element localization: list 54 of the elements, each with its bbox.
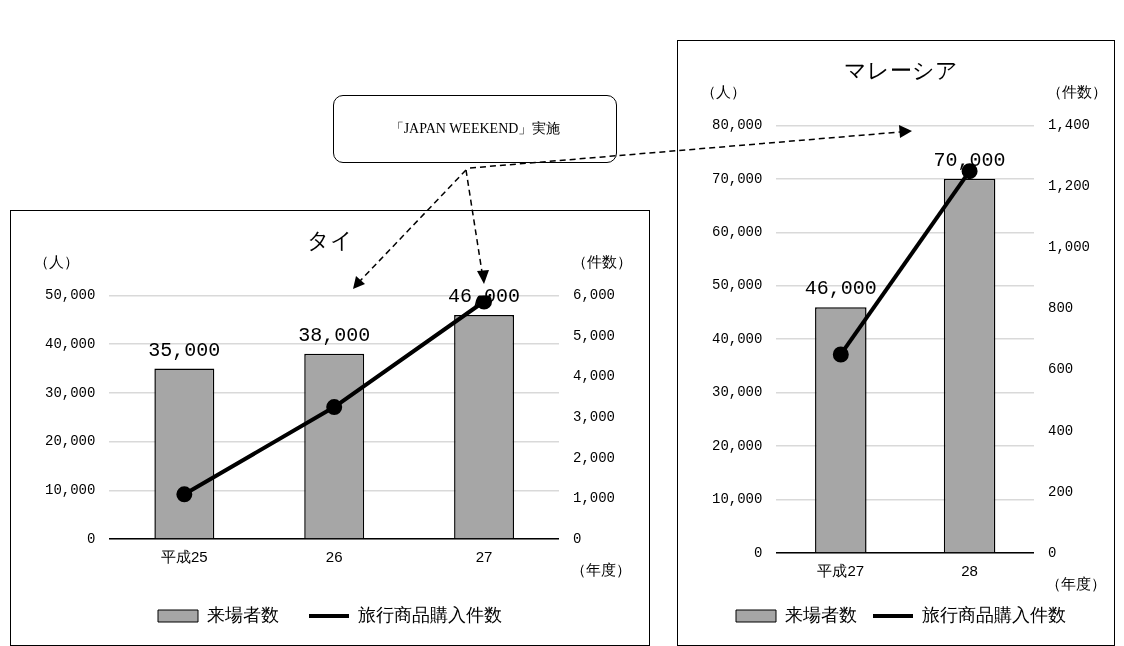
chart-title: マレーシア [844,58,958,84]
data-label: 46,000 [804,277,877,301]
y2-tick-label: 4,000 [572,368,616,385]
y-tick-label: 10,000 [711,491,763,508]
legend-label: 旅行商品購入件数 [358,604,502,625]
y2-axis-title: （件数） [572,253,632,272]
y2-tick-label: 1,400 [1047,117,1091,134]
x-tick-label: 28 [961,562,978,580]
y2-tick-label: 1,200 [1047,178,1091,195]
y-axis-title: （人） [700,83,746,102]
y-tick-label: 10,000 [44,481,96,498]
y2-tick-label: 0 [572,530,582,547]
y-tick-label: 40,000 [44,335,96,352]
y-tick-label: 20,000 [44,433,96,450]
x-tick-label: 27 [475,548,493,566]
y2-tick-label: 5,000 [572,327,616,344]
y2-tick-label: 1,000 [1047,239,1091,256]
y2-tick-label: 1,000 [572,490,616,507]
y2-tick-label: 600 [1047,361,1074,378]
data-label: 35,000 [148,338,221,362]
y-tick-label: 0 [754,544,763,561]
y2-tick-label: 400 [1047,422,1074,439]
chart-title: タイ [307,228,353,254]
y-axis-title: （人） [33,253,79,272]
y-tick-label: 0 [87,530,96,547]
y-tick-label: 50,000 [711,277,763,294]
y2-tick-label: 0 [1047,544,1057,561]
y-tick-label: 70,000 [711,170,763,187]
y-tick-label: 80,000 [711,117,763,134]
y2-tick-label: 800 [1047,300,1074,317]
x-tick-label: 26 [325,548,343,566]
y2-tick-label: 2,000 [572,449,616,466]
legend-label: 来場者数 [785,604,857,625]
y-tick-label: 30,000 [711,384,763,401]
y-tick-label: 30,000 [44,384,96,401]
x-tick-label: 平成27 [817,562,865,580]
data-label: 70,000 [933,149,1006,173]
legend-label: 旅行商品購入件数 [922,604,1066,625]
x-tick-label: 平成25 [161,548,208,566]
x-axis-title: （年度） [570,561,631,579]
x-axis-title: （年度） [1045,575,1106,593]
y2-tick-label: 6,000 [572,287,616,304]
y2-axis-title: （件数） [1047,83,1107,102]
legend-label: 来場者数 [207,604,279,625]
y-tick-label: 40,000 [711,330,763,347]
y-tick-label: 60,000 [711,224,763,240]
y2-tick-label: 3,000 [572,408,616,425]
point [176,486,193,503]
point [326,399,343,416]
text: 「JAPAN WEEKEND」実施 [333,95,617,163]
y2-tick-label: 200 [1047,483,1074,500]
y-tick-label: 20,000 [711,437,763,454]
data-label: 38,000 [298,324,371,348]
y-tick-label: 50,000 [44,287,96,304]
